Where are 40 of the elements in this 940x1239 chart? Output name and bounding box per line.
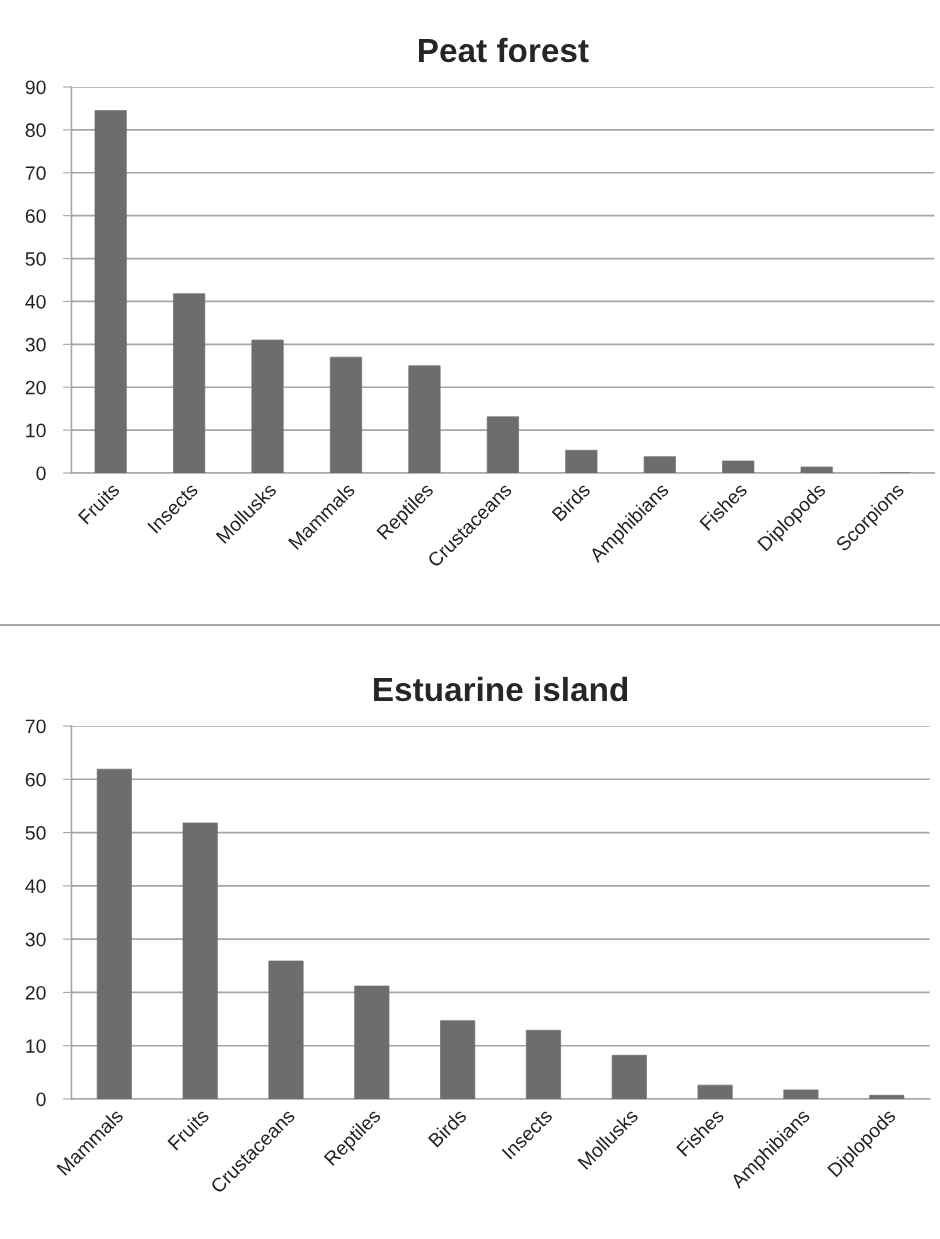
- y-tick-label: 30: [25, 932, 46, 947]
- bar: [354, 985, 390, 1099]
- bar: [440, 1020, 476, 1099]
- y-tick-label: 40: [25, 294, 46, 309]
- y-tick-label: 60: [25, 209, 46, 223]
- bar: [96, 768, 132, 1099]
- bar: [643, 456, 676, 473]
- bar: [486, 416, 519, 473]
- y-tick-label: 20: [25, 380, 46, 395]
- y-tick-label: 30: [25, 337, 46, 352]
- bar: [94, 110, 127, 473]
- bar: [800, 466, 833, 473]
- y-tick-label: 70: [25, 719, 46, 734]
- chart-title: Peat forest: [418, 37, 589, 63]
- bar: [565, 449, 598, 473]
- bar: [525, 1029, 561, 1099]
- y-tick-label: 50: [25, 252, 46, 266]
- bar: [173, 293, 206, 473]
- chart-title: Estuarine island: [374, 676, 628, 702]
- bar: [251, 339, 284, 473]
- y-tick-label: 20: [25, 985, 46, 1000]
- y-tick-label: 10: [26, 1039, 46, 1053]
- bar: [697, 1084, 733, 1099]
- bar: [268, 960, 304, 1099]
- bar: [182, 822, 218, 1099]
- bar: [783, 1089, 819, 1099]
- bar: [329, 356, 363, 473]
- y-tick-label: 70: [25, 166, 46, 181]
- bar: [869, 1094, 905, 1099]
- bar: [408, 365, 441, 473]
- bar: [611, 1054, 647, 1099]
- y-tick-label: 0: [36, 466, 46, 481]
- y-tick-label: 80: [25, 123, 46, 138]
- y-tick-label: 10: [26, 423, 46, 438]
- y-tick-label: 0: [36, 1092, 46, 1107]
- y-tick-label: 60: [25, 772, 46, 787]
- y-tick-label: 50: [25, 826, 46, 840]
- bar: [722, 460, 755, 473]
- y-tick-label: 90: [25, 80, 46, 95]
- y-tick-label: 40: [25, 879, 46, 894]
